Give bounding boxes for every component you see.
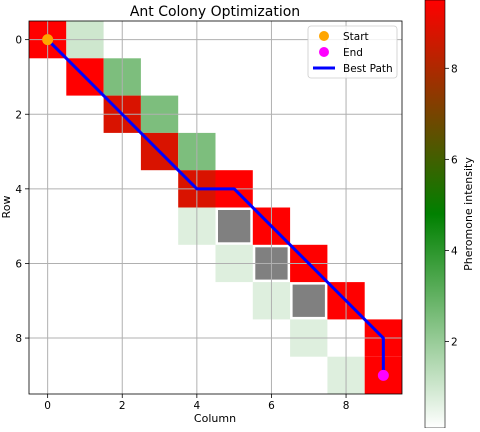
end-marker (377, 369, 389, 381)
x-tick-label: 2 (119, 400, 126, 412)
legend-path-label: Best Path (343, 63, 393, 75)
colorbar-tick-label: 4 (451, 245, 458, 257)
colorbar-tick-label: 8 (451, 63, 458, 75)
chart-title: Ant Colony Optimization (130, 4, 300, 20)
x-axis-label: Column (194, 412, 236, 425)
x-tick-label: 4 (194, 400, 201, 412)
start-marker (42, 34, 54, 46)
colorbar-tick-label: 6 (451, 154, 458, 166)
x-tick-label: 8 (343, 400, 350, 412)
x-tick-label: 0 (44, 400, 51, 412)
legend-box (307, 25, 398, 79)
y-tick-label: 2 (15, 109, 22, 121)
y-tick-label: 4 (15, 184, 22, 196)
colorbar-tick-label: 2 (451, 336, 458, 348)
legend-start-marker (319, 31, 329, 41)
y-tick-label: 8 (15, 333, 22, 345)
obstacle-cells (216, 208, 327, 319)
x-tick-label: 6 (268, 400, 275, 412)
best-path-line (46, 38, 385, 376)
y-axis-label: Row (0, 196, 13, 219)
legend-end-marker (319, 47, 329, 57)
x-axis-ticks: 0 2 4 6 8 (44, 394, 349, 412)
colorbar: 2 4 6 8 Pheromone intensity (424, 0, 475, 429)
obstacle-cell (290, 282, 327, 319)
colorbar-ticks: 2 4 6 8 (445, 63, 458, 348)
colorbar-label: Pheromone intensity (462, 157, 475, 271)
legend: Start End Best Path (307, 25, 398, 79)
legend-end-label: End (343, 47, 363, 59)
obstacle-cell (216, 208, 253, 245)
plot-frame (28, 20, 403, 395)
y-tick-label: 6 (15, 258, 22, 270)
heatmap-plot: 0 2 4 6 8 0 2 4 6 8 (15, 20, 403, 412)
y-tick-label: 0 (15, 35, 22, 47)
legend-start-label: Start (343, 31, 369, 43)
colorbar-gradient (424, 0, 446, 429)
y-axis-ticks: 0 2 4 6 8 (15, 35, 29, 345)
